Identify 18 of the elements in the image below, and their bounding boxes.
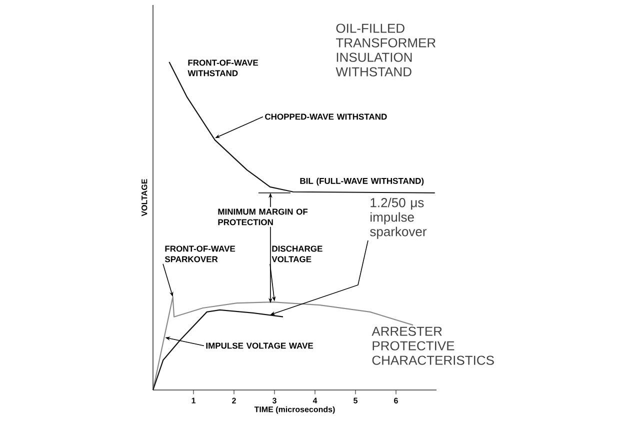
annotation: FRONT-OF-WAVE SPARKOVER — [164, 246, 236, 262]
annotation: BIL (FULL-WAVE WITHSTAND) — [300, 178, 424, 186]
x-axis-title: TIME (microseconds) — [254, 406, 335, 414]
annotation: OIL-FILLED TRANSFORMER INSULATION WITHSTAND — [336, 24, 436, 76]
annotation: MINIMUM MARGIN OF PROTECTION — [218, 208, 308, 226]
annotation: IMPULSE VOLTAGE WAVE — [206, 342, 314, 349]
y-axis-title: VOLTAGE — [142, 179, 148, 216]
x-tick-label: 3 — [272, 398, 276, 404]
x-tick-label: 5 — [354, 398, 358, 404]
x-tick-label: 6 — [394, 398, 398, 404]
annotation: CHOPPED-WAVE WITHSTAND — [265, 114, 387, 120]
annotation: ARRESTER PROTECTIVE CHARACTERISTICS — [372, 326, 494, 365]
x-tick-label: 2 — [232, 398, 236, 404]
x-tick-label: 4 — [312, 398, 318, 404]
x-tick-label: 1 — [192, 398, 196, 404]
annotation: DISCHARGE VOLTAGE — [272, 246, 322, 262]
annotation: 1.2/50 μs impulse sparkover — [370, 198, 427, 239]
annotation: FRONT-OF-WAVE WITHSTAND — [188, 60, 258, 76]
